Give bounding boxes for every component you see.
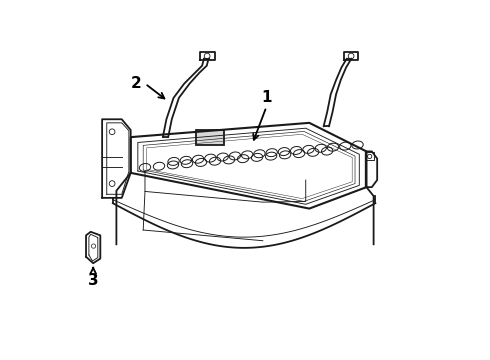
FancyBboxPatch shape — [196, 130, 224, 145]
Text: 1: 1 — [261, 90, 271, 105]
Text: 2: 2 — [131, 76, 142, 91]
Text: 3: 3 — [88, 273, 98, 288]
